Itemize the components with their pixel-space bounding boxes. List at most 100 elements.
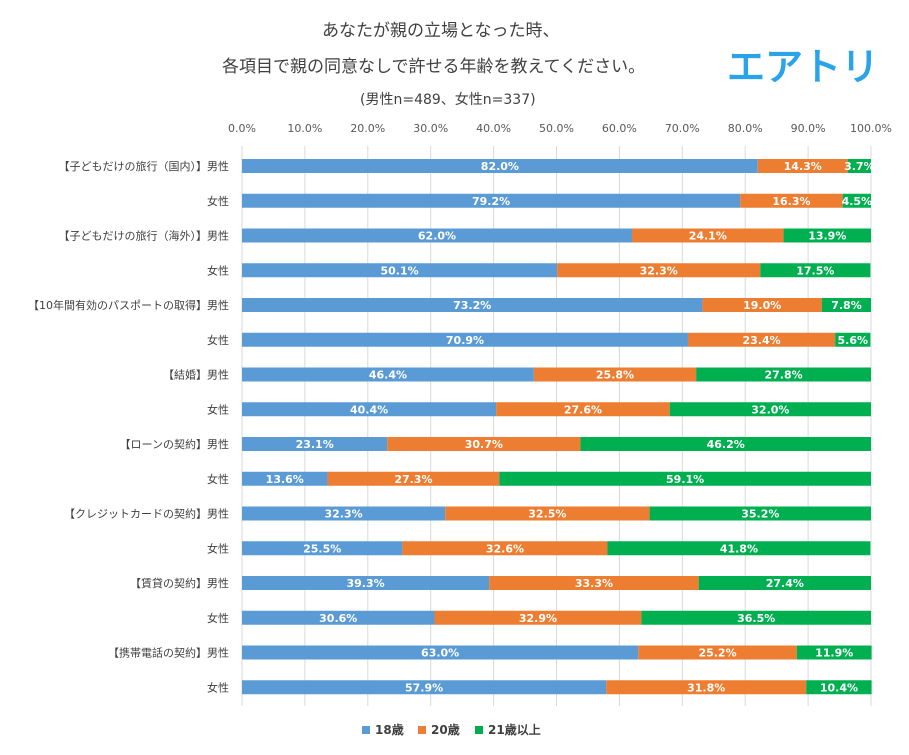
bar-segment bbox=[242, 367, 534, 382]
category-labels: 【子どもだけの旅行（国内）】男性女性【子どもだけの旅行（海外）】男性女性【10年… bbox=[28, 159, 229, 694]
category-label: 【クレジットカードの契約】男性 bbox=[64, 507, 229, 521]
data-label: 73.2% bbox=[453, 299, 491, 312]
x-tick-label: 50.0% bbox=[539, 122, 574, 135]
data-label: 46.2% bbox=[707, 438, 745, 451]
chart-title-line-1: あなたが親の立場となった時、 bbox=[322, 21, 560, 41]
legend-swatch bbox=[475, 725, 483, 734]
x-tick-label: 80.0% bbox=[728, 122, 763, 135]
category-label: 【10年間有効のパスポートの取得】男性 bbox=[28, 298, 229, 312]
chart-subtitle: (男性n=489、女性n=337) bbox=[360, 92, 536, 108]
bar-segment bbox=[580, 437, 871, 451]
data-label: 25.2% bbox=[698, 647, 736, 660]
data-label: 39.3% bbox=[347, 577, 385, 590]
data-label: 32.5% bbox=[528, 508, 566, 521]
data-label: 27.4% bbox=[766, 577, 804, 590]
bar-segment bbox=[387, 437, 581, 451]
data-label: 10.4% bbox=[820, 681, 858, 694]
bar-segment bbox=[489, 576, 699, 590]
category-label: 女性 bbox=[207, 263, 229, 277]
data-label: 32.0% bbox=[751, 403, 789, 416]
data-label: 40.4% bbox=[350, 403, 388, 416]
bar-segment bbox=[669, 402, 871, 417]
bar-segment bbox=[835, 332, 871, 347]
data-label: 24.1% bbox=[689, 230, 727, 243]
bar-segment bbox=[242, 680, 607, 695]
category-label: 【賃貸の契約】男性 bbox=[130, 576, 229, 590]
category-label: 女性 bbox=[207, 541, 229, 555]
bar-segment bbox=[402, 541, 608, 556]
bar-segment bbox=[242, 541, 403, 556]
legend-swatch bbox=[418, 725, 426, 734]
data-label: 32.3% bbox=[324, 508, 362, 521]
bar-segment bbox=[242, 159, 758, 173]
data-label: 32.3% bbox=[640, 264, 678, 277]
bar-segment bbox=[702, 298, 822, 312]
category-label: 【子どもだけの旅行（海外）】男性 bbox=[59, 229, 230, 243]
data-label: 3.7% bbox=[844, 160, 875, 173]
data-label: 4.5% bbox=[842, 195, 873, 208]
data-label: 27.3% bbox=[394, 473, 432, 486]
bar-segment bbox=[557, 263, 761, 278]
legend-label: 21歳以上 bbox=[488, 723, 541, 737]
data-label: 70.9% bbox=[446, 334, 484, 347]
data-label: 36.5% bbox=[737, 612, 775, 625]
data-label: 30.7% bbox=[465, 438, 503, 451]
bar-segment bbox=[242, 437, 388, 451]
x-tick-label: 20.0% bbox=[350, 122, 385, 135]
data-label: 17.5% bbox=[796, 264, 834, 277]
data-label: 27.8% bbox=[764, 369, 802, 382]
data-label: 63.0% bbox=[421, 647, 459, 660]
bar-segment bbox=[806, 680, 872, 695]
bar-segment bbox=[533, 367, 697, 382]
x-tick-label: 30.0% bbox=[413, 122, 448, 135]
legend: 18歳 20歳 21歳以上 bbox=[0, 721, 909, 741]
bar-segment bbox=[242, 576, 490, 590]
bar-segment bbox=[445, 506, 650, 521]
data-label: 14.3% bbox=[784, 160, 822, 173]
data-label: 79.2% bbox=[472, 195, 510, 208]
category-label: 女性 bbox=[207, 472, 229, 486]
bar-segment bbox=[847, 159, 871, 173]
bar-segment bbox=[638, 645, 797, 660]
bar-segment bbox=[606, 680, 807, 695]
bar-segment bbox=[649, 506, 871, 521]
bar-segment bbox=[796, 645, 872, 660]
bar-segment bbox=[242, 610, 435, 625]
bars: 82.0% 14.3% 3.7% 79.2% 16.3% 4.5% 62.0% 24.1% 13… bbox=[242, 159, 875, 695]
data-label: 16.3% bbox=[772, 195, 810, 208]
category-label: 女性 bbox=[207, 194, 229, 208]
data-label: 62.0% bbox=[418, 230, 456, 243]
bar-segment bbox=[242, 471, 328, 486]
bar-segment bbox=[821, 298, 871, 312]
category-label: 女性 bbox=[207, 680, 229, 694]
bar-segment bbox=[757, 159, 848, 173]
airtrip-logo: エアトリ bbox=[727, 45, 880, 89]
data-label: 27.6% bbox=[564, 403, 602, 416]
category-label: 【ローンの契約】男性 bbox=[120, 437, 229, 451]
legend-label: 18歳 bbox=[375, 723, 404, 737]
data-label: 59.1% bbox=[666, 473, 704, 486]
chart-title-line-2: 各項目で親の同意なしで許せる年齢を教えてください。 bbox=[222, 57, 646, 77]
x-tick-label: 70.0% bbox=[665, 122, 700, 135]
bar-segment bbox=[760, 263, 871, 278]
bar-segment bbox=[641, 610, 871, 625]
data-label: 50.1% bbox=[380, 264, 418, 277]
bar-segment bbox=[740, 193, 843, 208]
data-label: 5.6% bbox=[838, 334, 869, 347]
bar-segment bbox=[698, 576, 871, 590]
legend-swatch bbox=[362, 725, 370, 734]
data-label: 41.8% bbox=[720, 542, 758, 555]
x-tick-label: 100.0% bbox=[850, 122, 892, 135]
x-tick-label: 40.0% bbox=[476, 122, 511, 135]
category-label: 【結婚】男性 bbox=[163, 368, 229, 382]
category-label: 【携帯電話の契約】男性 bbox=[108, 646, 229, 660]
data-label: 13.6% bbox=[266, 473, 304, 486]
bar-segment bbox=[696, 367, 871, 382]
data-label: 46.4% bbox=[369, 369, 407, 382]
bar-segment bbox=[242, 645, 639, 660]
x-tick-label: 10.0% bbox=[287, 122, 322, 135]
data-label: 25.5% bbox=[303, 542, 341, 555]
data-label: 82.0% bbox=[481, 160, 519, 173]
bar-segment bbox=[242, 332, 688, 347]
category-label: 女性 bbox=[207, 333, 229, 347]
